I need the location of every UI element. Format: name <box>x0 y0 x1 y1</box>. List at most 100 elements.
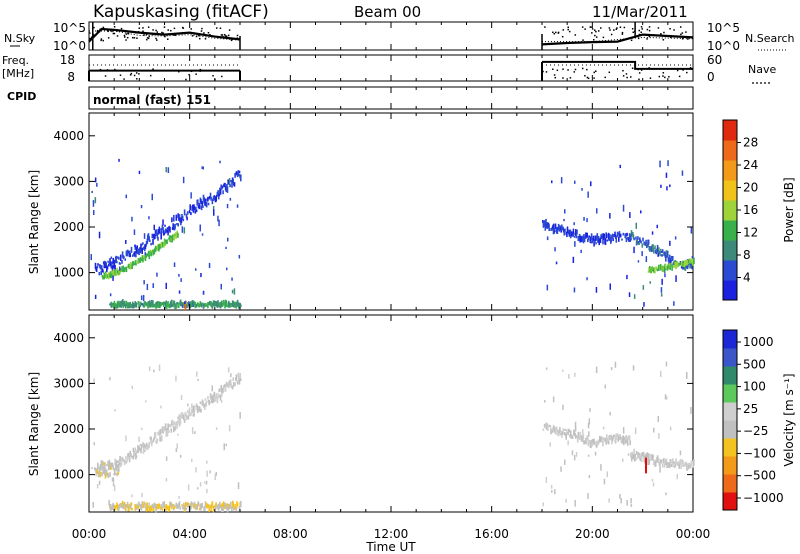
data-cell <box>192 204 194 209</box>
data-cell <box>160 504 162 508</box>
data-cell <box>564 459 566 465</box>
data-cell <box>226 267 228 271</box>
noise-point <box>662 39 665 41</box>
data-cell <box>168 235 171 242</box>
data-cell <box>99 471 102 478</box>
data-cell <box>205 480 208 485</box>
noise-point <box>133 37 136 39</box>
nave-point <box>143 70 145 72</box>
data-cell <box>142 255 144 263</box>
data-cell <box>136 450 138 454</box>
data-cell <box>105 471 107 477</box>
data-cell <box>145 446 147 450</box>
noise-point <box>594 34 596 37</box>
data-cell <box>240 501 242 508</box>
data-cell <box>680 463 682 469</box>
power-colorbar-swatch <box>723 280 737 301</box>
noise-point <box>201 27 203 30</box>
data-cell <box>125 435 127 442</box>
data-cell <box>145 400 147 403</box>
data-cell <box>153 304 155 308</box>
data-cell <box>116 472 118 477</box>
nave-point <box>104 75 107 77</box>
data-cell <box>577 431 580 439</box>
noise-point <box>199 37 201 40</box>
data-cell <box>224 384 226 388</box>
noise-point <box>155 33 158 36</box>
data-cell <box>622 427 625 434</box>
data-cell <box>191 458 193 463</box>
data-cell <box>201 502 203 508</box>
data-cell <box>628 435 631 441</box>
noise-point <box>162 32 165 34</box>
data-cell <box>560 177 563 184</box>
data-cell <box>112 464 114 467</box>
data-cell <box>110 256 113 259</box>
data-cell <box>148 366 151 371</box>
data-cell <box>595 287 598 293</box>
data-cell <box>201 166 203 169</box>
data-cell <box>231 506 233 511</box>
data-cell <box>220 283 222 290</box>
data-cell <box>583 236 586 243</box>
nave-point <box>123 78 125 80</box>
noise-point <box>222 36 224 38</box>
data-cell <box>124 303 127 309</box>
data-cell <box>605 437 607 445</box>
data-cell <box>186 410 189 413</box>
data-cell <box>610 434 612 441</box>
data-cell <box>555 261 558 265</box>
data-cell <box>206 470 208 477</box>
noise-left-tick-top: 10^5 <box>53 21 86 35</box>
data-cell <box>93 378 95 383</box>
data-cell <box>572 233 574 237</box>
data-cell <box>689 264 691 269</box>
data-cell <box>637 452 639 459</box>
noise-point <box>173 27 176 30</box>
data-cell <box>673 461 675 464</box>
data-cell <box>178 214 181 220</box>
data-cell <box>161 435 163 442</box>
nave-point <box>562 68 564 70</box>
data-cell <box>174 223 176 230</box>
data-cell <box>177 416 179 420</box>
data-cell <box>617 232 619 235</box>
velocity-colorbar-label: 25 <box>743 402 758 416</box>
data-cell <box>619 164 621 169</box>
data-cell <box>121 457 124 460</box>
data-cell <box>100 466 102 470</box>
data-cell <box>171 419 174 424</box>
data-cell <box>226 302 228 307</box>
data-cell <box>163 301 166 305</box>
noise-point <box>594 29 596 31</box>
data-cell <box>91 467 93 470</box>
data-cell <box>227 237 229 242</box>
data-cell <box>588 431 590 437</box>
data-cell <box>158 364 161 371</box>
noise-point <box>174 34 176 37</box>
data-cell <box>693 257 695 265</box>
data-cell <box>142 447 145 454</box>
data-cell <box>542 502 544 507</box>
data-cell <box>576 436 579 443</box>
noise-point <box>112 32 115 35</box>
data-cell <box>115 255 118 262</box>
data-cell <box>101 265 103 270</box>
velocity-colorbar-label: −1000 <box>743 491 784 505</box>
data-cell <box>589 408 591 412</box>
data-cell <box>173 506 176 509</box>
data-cell <box>175 375 177 382</box>
noise-point <box>161 31 163 34</box>
data-cell <box>132 447 135 453</box>
data-cell <box>671 263 673 271</box>
noise-point <box>107 37 110 39</box>
data-cell <box>645 467 647 472</box>
nave-point <box>152 68 154 70</box>
data-cell <box>98 469 101 472</box>
data-cell <box>190 505 192 510</box>
data-cell <box>116 466 118 472</box>
data-cell <box>658 247 660 254</box>
data-cell <box>227 179 229 185</box>
data-cell <box>98 480 101 485</box>
data-cell <box>565 498 567 503</box>
